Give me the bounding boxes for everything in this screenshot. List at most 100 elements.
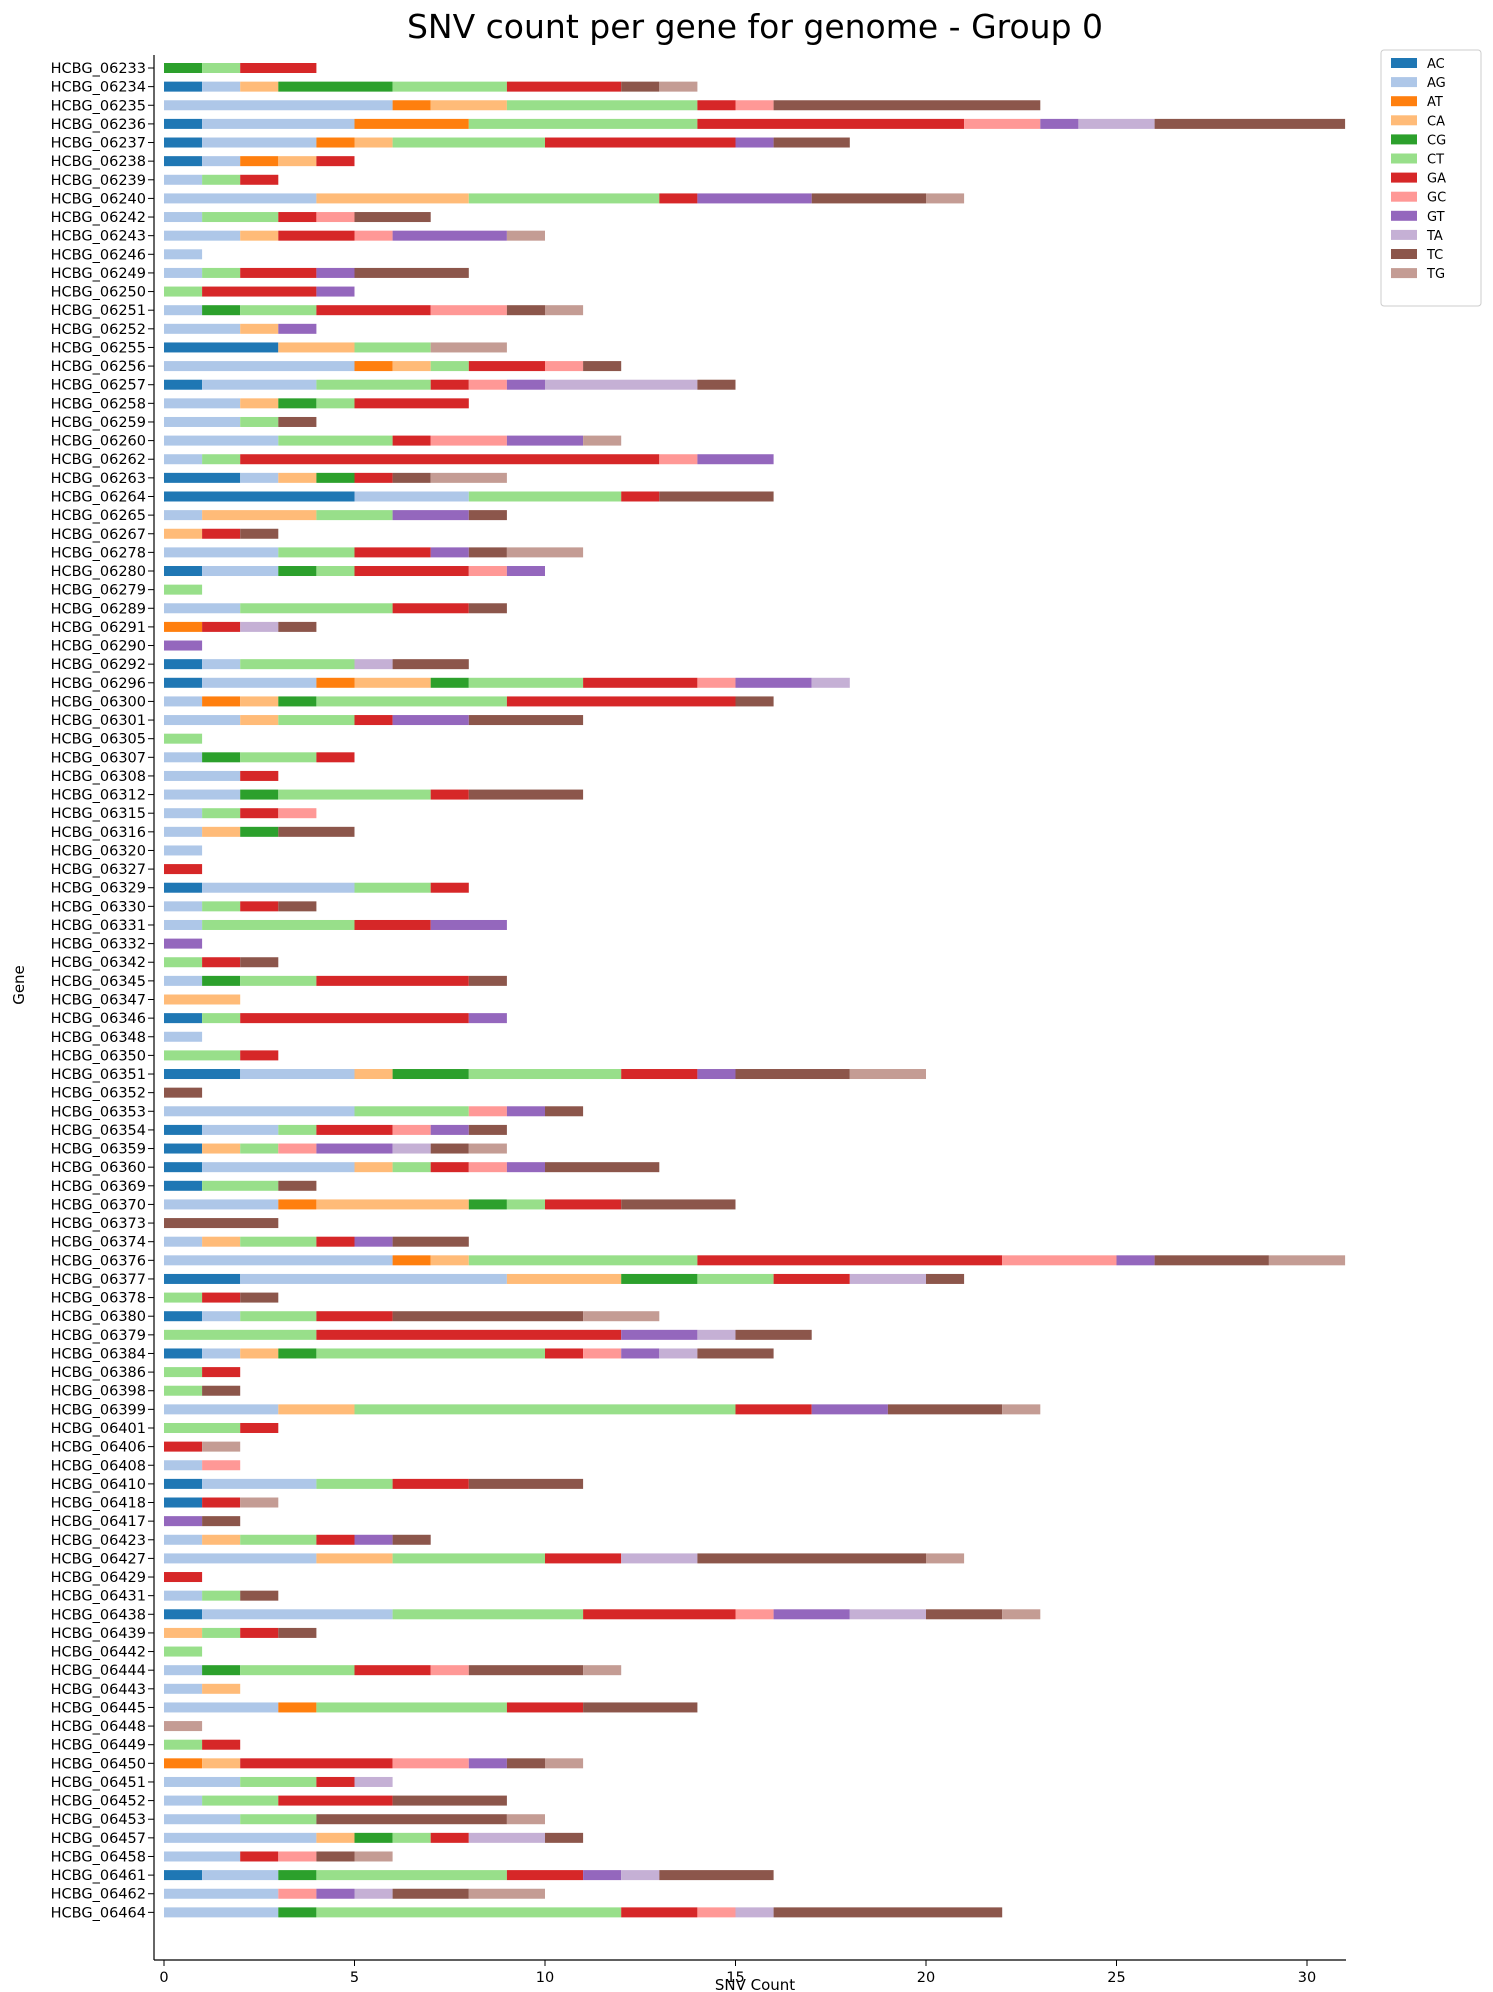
bar-segment-HCBG_06380-CT <box>240 1311 317 1322</box>
bar-segment-HCBG_06329-CT <box>354 882 431 893</box>
bar-segment-HCBG_06246-AG <box>164 249 203 260</box>
bar-segment-HCBG_06399-CT <box>354 1404 736 1415</box>
bar-segment-HCBG_06380-TG <box>583 1311 660 1322</box>
bar-segment-HCBG_06458-GA <box>240 1851 279 1862</box>
bar-segment-HCBG_06234-CA <box>240 81 279 92</box>
bar-segment-HCBG_06327-GA <box>164 864 203 875</box>
bar-segment-HCBG_06257-GA <box>430 379 469 390</box>
bar-segment-HCBG_06236-CT <box>468 118 698 129</box>
bar-segment-HCBG_06461-CG <box>278 1870 317 1881</box>
bar-segment-HCBG_06345-GA <box>316 975 469 986</box>
bar-segment-HCBG_06384-GC <box>583 1348 622 1359</box>
bar-segment-HCBG_06262-GA <box>240 454 660 465</box>
y-tick-label: HCBG_06300 <box>51 694 146 710</box>
bar-segment-HCBG_06315-CT <box>202 808 241 819</box>
bar-segment-HCBG_06452-CT <box>202 1795 279 1806</box>
bar-segment-HCBG_06458-TC <box>316 1851 355 1862</box>
bar-segment-HCBG_06243-AG <box>164 230 241 241</box>
bar-segment-HCBG_06316-AG <box>164 826 203 837</box>
chart-title: SNV count per gene for genome - Group 0 <box>407 7 1103 46</box>
bar-segment-HCBG_06378-GA <box>202 1292 241 1303</box>
y-tick-label: HCBG_06444 <box>51 1663 146 1679</box>
bar-segment-HCBG_06255-AC <box>164 342 279 353</box>
bar-segment-HCBG_06399-GA <box>735 1404 812 1415</box>
bar-segment-HCBG_06353-GC <box>468 1106 507 1117</box>
bar-segment-HCBG_06300-GA <box>506 696 736 707</box>
bar-segment-HCBG_06427-TG <box>926 1553 965 1564</box>
bar-segment-HCBG_06238-AT <box>240 156 279 167</box>
y-tick-label: HCBG_06331 <box>51 918 146 934</box>
bar-segment-HCBG_06265-AG <box>164 510 203 521</box>
bar-segment-HCBG_06376-GC <box>1002 1255 1117 1266</box>
y-tick-label: HCBG_06353 <box>51 1104 146 1120</box>
bar-segment-HCBG_06353-TC <box>545 1106 584 1117</box>
bar-segment-HCBG_06278-TG <box>506 547 584 558</box>
bar-segment-HCBG_06351-CT <box>468 1069 622 1080</box>
x-axis-label: SNV Count <box>715 1976 795 1992</box>
bar-segment-HCBG_06251-TC <box>506 305 545 316</box>
bar-segment-HCBG_06427-GA <box>545 1553 622 1564</box>
legend-label-TA: TA <box>1426 229 1443 244</box>
bar-segment-HCBG_06263-AG <box>240 472 279 483</box>
bar-segment-HCBG_06331-AG <box>164 919 203 930</box>
bar-segment-HCBG_06251-AG <box>164 305 203 316</box>
y-tick-label: HCBG_06348 <box>51 1030 146 1046</box>
bar-segment-HCBG_06423-CT <box>240 1534 317 1545</box>
bar-segment-HCBG_06291-AT <box>164 621 203 632</box>
bar-segment-HCBG_06263-CG <box>316 472 355 483</box>
bar-segment-HCBG_06427-TA <box>621 1553 698 1564</box>
bar-segment-HCBG_06292-AG <box>202 659 241 670</box>
bar-segment-HCBG_06301-CA <box>240 715 279 726</box>
bar-segment-HCBG_06462-TA <box>354 1888 393 1899</box>
y-tick-label: HCBG_06263 <box>51 471 146 487</box>
bar-segment-HCBG_06399-TG <box>1002 1404 1041 1415</box>
y-tick-label: HCBG_06438 <box>51 1607 146 1623</box>
bar-segment-HCBG_06353-CT <box>354 1106 469 1117</box>
bar-segment-HCBG_06452-GA <box>278 1795 393 1806</box>
y-tick-label: HCBG_06380 <box>51 1309 146 1325</box>
y-tick-label: HCBG_06237 <box>51 136 146 152</box>
bar-segment-HCBG_06380-AG <box>202 1311 241 1322</box>
bar-segment-HCBG_06444-GC <box>430 1665 469 1676</box>
bar-segment-HCBG_06258-AG <box>164 398 241 409</box>
y-tick-label: HCBG_06292 <box>51 657 146 673</box>
bar-segment-HCBG_06252-GT <box>278 323 317 334</box>
bar-segment-HCBG_06301-GA <box>354 715 393 726</box>
bar-segment-HCBG_06278-GT <box>430 547 469 558</box>
y-tick-label: HCBG_06251 <box>51 303 146 319</box>
y-tick-label: HCBG_06265 <box>51 508 146 524</box>
y-tick-label: HCBG_06449 <box>51 1738 146 1754</box>
bar-segment-HCBG_06359-CA <box>202 1143 241 1154</box>
y-tick-label: HCBG_06360 <box>51 1160 146 1176</box>
bar-segment-HCBG_06280-GT <box>506 566 545 577</box>
y-tick-label: HCBG_06243 <box>51 229 146 245</box>
bar-segment-HCBG_06373-TC <box>164 1218 279 1229</box>
bar-segment-HCBG_06235-AG <box>164 100 393 111</box>
y-tick-label: HCBG_06406 <box>51 1440 146 1456</box>
bar-segment-HCBG_06458-TG <box>354 1851 393 1862</box>
bar-segment-HCBG_06312-AG <box>164 789 241 800</box>
bar-segment-HCBG_06360-CT <box>392 1162 431 1173</box>
bar-segment-HCBG_06464-TC <box>773 1907 1003 1918</box>
y-tick-label: HCBG_06289 <box>51 601 146 617</box>
bar-segment-HCBG_06234-CG <box>278 81 393 92</box>
bar-segment-HCBG_06289-GA <box>392 603 469 614</box>
bar-segment-HCBG_06249-TC <box>354 267 469 278</box>
bar-segment-HCBG_06264-TC <box>659 491 774 502</box>
y-tick-label: HCBG_06347 <box>51 993 146 1009</box>
legend-label-CG: CG <box>1427 133 1446 148</box>
bar-segment-HCBG_06450-TG <box>545 1758 584 1769</box>
legend-label-GT: GT <box>1427 210 1445 225</box>
bar-segment-HCBG_06370-CT <box>506 1199 545 1210</box>
y-tick-label: HCBG_06401 <box>51 1421 146 1437</box>
bar-segment-HCBG_06312-CG <box>240 789 279 800</box>
bar-segment-HCBG_06258-CT <box>316 398 355 409</box>
bar-segment-HCBG_06300-CT <box>316 696 507 707</box>
bar-segment-HCBG_06461-GA <box>506 1870 584 1881</box>
bar-segment-HCBG_06377-AG <box>240 1273 507 1284</box>
bar-segment-HCBG_06377-CT <box>697 1273 774 1284</box>
bar-segment-HCBG_06296-AG <box>202 677 317 688</box>
bar-segment-HCBG_06377-TC <box>926 1273 965 1284</box>
y-tick-label: HCBG_06418 <box>51 1496 146 1512</box>
